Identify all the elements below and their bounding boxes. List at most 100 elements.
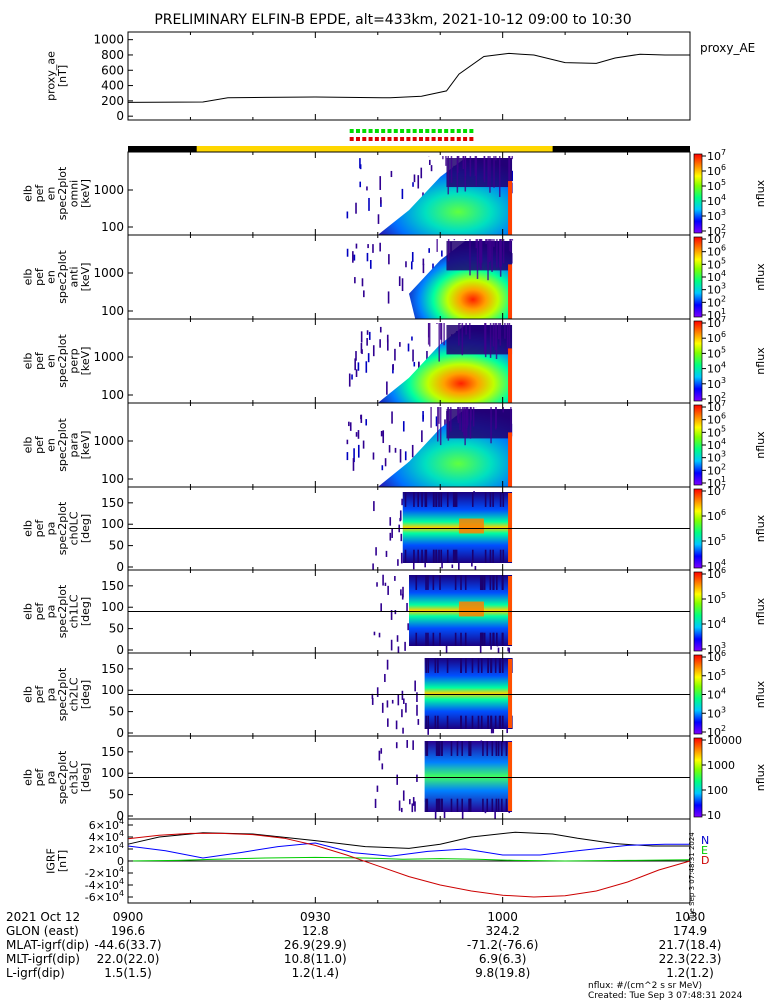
flux-cell [366,338,368,346]
flux-cell [372,244,374,253]
flux-cell [372,452,375,460]
flux-cell [428,323,431,347]
y-tick-label: 100 [101,472,124,486]
flux-cell [471,549,474,563]
flux-cell [492,725,495,734]
flux-cell [354,277,356,284]
flux-cell [430,407,432,428]
flux-cell [445,643,448,653]
x-tick-label: 1000 [487,910,518,924]
flux-cell [425,549,428,563]
flux-cell [456,741,459,756]
flux-cell [386,381,388,395]
flux-cell [411,336,413,341]
science-zone-marker [437,137,442,141]
flux-cell [388,254,390,265]
y-axis-label-line: spec2plot [56,750,69,804]
colorbar-label: nflux [754,347,767,375]
flux-cell [424,549,427,563]
flux-cell [417,719,420,725]
flux-cell [469,239,471,276]
science-zone-marker [412,137,417,141]
flux-cell [510,407,512,435]
flux-cell [494,811,496,819]
flux-cell [365,361,368,373]
flux-cell [401,709,403,718]
flux-cell [505,798,508,812]
flux-cell [481,575,483,590]
y-axis-label-line: pef [33,184,46,203]
flux-cell [379,242,381,252]
y-axis-label-line: en [44,354,57,368]
ephemeris-row-label: L-igrf(dip) [6,966,65,980]
flux-cell [363,290,365,298]
flux-cell [482,798,484,812]
flux-cell [509,239,511,252]
science-zone-marker [355,129,360,133]
flux-cell [427,575,429,590]
flux-cell [483,632,486,646]
flux-cell [427,728,430,735]
flux-cell [456,798,459,812]
y-tick-label: 800 [101,48,124,62]
flux-cell [435,798,438,812]
colorbar-tick-label: 10 [707,809,721,822]
y-axis-label-line: ch0LC [67,511,80,545]
flux-cell [373,631,376,636]
flux-cell [439,632,441,646]
flux-cell [452,549,455,563]
flux-cell [434,811,437,819]
legend-entry: D [701,854,709,867]
flux-cell [490,727,493,734]
colorbar-tick-label: 105 [707,533,726,548]
y-tick-label: 0 [116,643,124,657]
science-zone-marker [450,137,455,141]
science-zone-marker [431,129,436,133]
flux-cell [425,632,427,646]
flux-cell [458,518,484,534]
y-tick-label: 0 [116,809,124,823]
colorbar-tick-label: 106 [707,330,726,345]
colorbar-tick-label: 106 [707,649,726,664]
science-zone-marker [355,137,360,141]
science-zone-marker [393,137,398,141]
y-tick-label: 1000 [93,266,124,280]
flux-cell [386,659,389,670]
ephemeris-row-label: MLAT-igrf(dip) [6,938,89,952]
flux-cell [492,575,495,590]
flux-cell [501,798,503,812]
flux-cell [412,740,414,750]
flux-cell [438,407,440,424]
flux-cell [381,465,384,471]
flux-cell [494,715,497,729]
flux-cell [355,351,357,361]
flux-cell [380,748,383,754]
science-zone-marker [456,137,461,141]
y-axis-label-line: pef [33,768,46,787]
flux-cell [462,156,465,170]
colorbar [693,236,703,318]
flux-cell [432,575,435,590]
flux-cell [499,549,502,563]
flux-cell [346,248,349,257]
flux-cell [495,741,498,756]
flux-cell [454,575,457,590]
ephemeris-value: 1.2(1.4) [292,966,340,980]
colorbar-tick-label: 103 [707,450,726,465]
orbit-day-night-bar [128,129,690,152]
flux-cell [489,492,492,507]
flux-cell [399,449,402,463]
y-axis-label-line: proxy_ae [44,51,57,101]
flux-cell [355,243,358,249]
flux-cell [401,690,404,700]
y-axis-label-line: spec2plot [56,334,69,388]
flux-cell [454,632,457,646]
y-axis-label-line: [deg] [79,597,92,626]
y-axis-label-line: [nT] [56,850,69,872]
flux-cell [421,549,423,563]
y-tick-label: 200 [101,94,124,108]
science-zone-marker [418,129,423,133]
flux-cell [394,610,397,615]
flux-cell [374,798,377,808]
